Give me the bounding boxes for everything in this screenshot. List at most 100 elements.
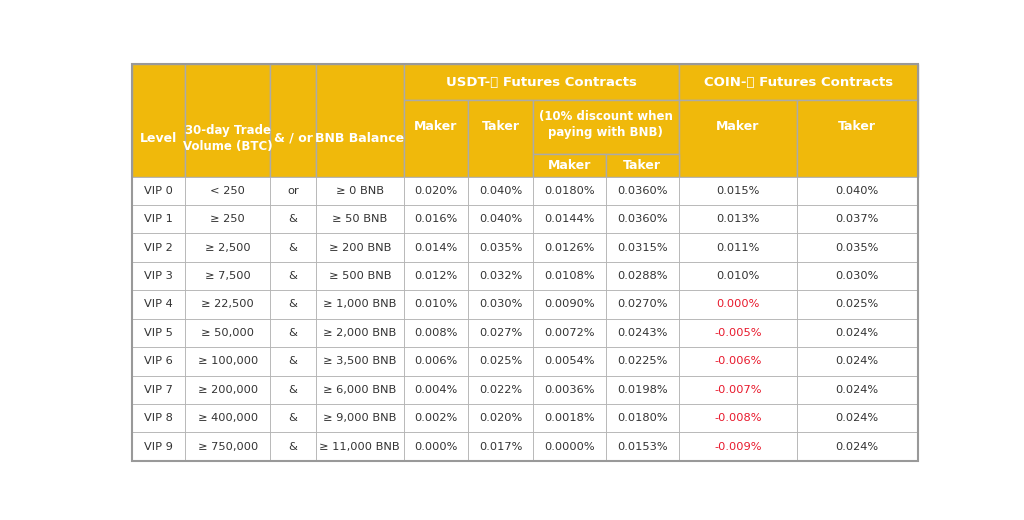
Text: &: &	[289, 214, 297, 224]
Bar	[797, 262, 918, 290]
Text: 30-day Trade
Volume (BTC): 30-day Trade Volume (BTC)	[183, 124, 272, 153]
Text: 0.024%: 0.024%	[836, 356, 879, 366]
Bar	[315, 177, 403, 205]
Bar	[606, 347, 679, 375]
Bar	[532, 319, 606, 347]
Text: 0.004%: 0.004%	[415, 385, 458, 395]
Text: &: &	[289, 300, 297, 309]
Bar	[403, 64, 679, 100]
Bar	[606, 375, 679, 404]
Bar	[132, 319, 185, 347]
Bar	[185, 404, 270, 432]
Text: 0.014%: 0.014%	[415, 243, 458, 253]
Text: ≥ 3,500 BNB: ≥ 3,500 BNB	[324, 356, 396, 366]
Text: 0.040%: 0.040%	[479, 214, 522, 224]
Bar	[468, 233, 532, 262]
Bar	[132, 233, 185, 262]
Bar	[606, 290, 679, 319]
Bar	[315, 375, 403, 404]
Bar	[315, 262, 403, 290]
Text: 0.015%: 0.015%	[716, 186, 760, 196]
Bar	[132, 205, 185, 233]
Text: ≥ 22,500: ≥ 22,500	[202, 300, 254, 309]
Bar	[468, 404, 532, 432]
Text: -0.007%: -0.007%	[714, 385, 762, 395]
Text: VIP 8: VIP 8	[144, 413, 173, 423]
Text: 0.0180%: 0.0180%	[544, 186, 595, 196]
Bar	[679, 432, 797, 461]
Bar	[797, 100, 918, 177]
Bar	[132, 177, 185, 205]
Text: 0.0315%: 0.0315%	[616, 243, 668, 253]
Text: or: or	[287, 186, 299, 196]
Text: -0.005%: -0.005%	[714, 328, 762, 338]
Text: &: &	[289, 243, 297, 253]
Bar	[403, 404, 468, 432]
Bar	[606, 205, 679, 233]
Text: 0.0036%: 0.0036%	[544, 385, 595, 395]
Text: & / or: & / or	[273, 132, 312, 145]
Bar	[797, 404, 918, 432]
Text: &: &	[289, 413, 297, 423]
Text: 0.037%: 0.037%	[836, 214, 879, 224]
Text: 0.0018%: 0.0018%	[544, 413, 595, 423]
Bar	[270, 319, 315, 347]
Bar	[185, 233, 270, 262]
Bar	[679, 177, 797, 205]
Bar	[270, 375, 315, 404]
Text: 0.0225%: 0.0225%	[617, 356, 668, 366]
Bar	[797, 290, 918, 319]
Bar	[797, 432, 918, 461]
Bar	[532, 347, 606, 375]
Text: 0.0108%: 0.0108%	[544, 271, 595, 281]
Text: 0.000%: 0.000%	[716, 300, 760, 309]
Text: VIP 2: VIP 2	[144, 243, 173, 253]
Bar	[532, 375, 606, 404]
Bar	[403, 319, 468, 347]
Bar	[403, 432, 468, 461]
Text: USDT-Ⓜ Futures Contracts: USDT-Ⓜ Futures Contracts	[445, 76, 637, 89]
Bar	[132, 432, 185, 461]
Bar	[403, 100, 468, 177]
Bar	[270, 177, 315, 205]
Bar	[797, 205, 918, 233]
Bar	[185, 319, 270, 347]
Text: ≥ 500 BNB: ≥ 500 BNB	[329, 271, 391, 281]
Bar	[315, 404, 403, 432]
Bar	[315, 233, 403, 262]
Bar	[679, 64, 918, 100]
Bar	[270, 64, 315, 177]
Bar	[679, 233, 797, 262]
Text: 0.0270%: 0.0270%	[617, 300, 668, 309]
Text: &: &	[289, 441, 297, 451]
Bar	[679, 319, 797, 347]
Text: 0.020%: 0.020%	[415, 186, 458, 196]
Bar	[797, 233, 918, 262]
Text: 0.024%: 0.024%	[836, 441, 879, 451]
Bar	[185, 347, 270, 375]
Text: &: &	[289, 385, 297, 395]
Bar	[679, 404, 797, 432]
Text: 0.027%: 0.027%	[479, 328, 522, 338]
Text: VIP 6: VIP 6	[144, 356, 173, 366]
Bar	[532, 404, 606, 432]
Bar	[468, 100, 532, 177]
Bar	[532, 153, 606, 177]
Text: 0.010%: 0.010%	[415, 300, 458, 309]
Text: 0.035%: 0.035%	[836, 243, 879, 253]
Text: 0.030%: 0.030%	[836, 271, 879, 281]
Text: ≥ 1,000 BNB: ≥ 1,000 BNB	[324, 300, 396, 309]
Text: 0.0153%: 0.0153%	[616, 441, 668, 451]
Bar	[270, 233, 315, 262]
Text: 0.012%: 0.012%	[415, 271, 458, 281]
Text: 0.010%: 0.010%	[716, 271, 760, 281]
Bar	[679, 290, 797, 319]
Bar	[132, 290, 185, 319]
Bar	[468, 205, 532, 233]
Text: 0.0360%: 0.0360%	[617, 214, 668, 224]
Bar	[468, 262, 532, 290]
Bar	[532, 205, 606, 233]
Bar	[132, 347, 185, 375]
Text: Maker: Maker	[548, 159, 591, 172]
Text: 0.040%: 0.040%	[836, 186, 879, 196]
